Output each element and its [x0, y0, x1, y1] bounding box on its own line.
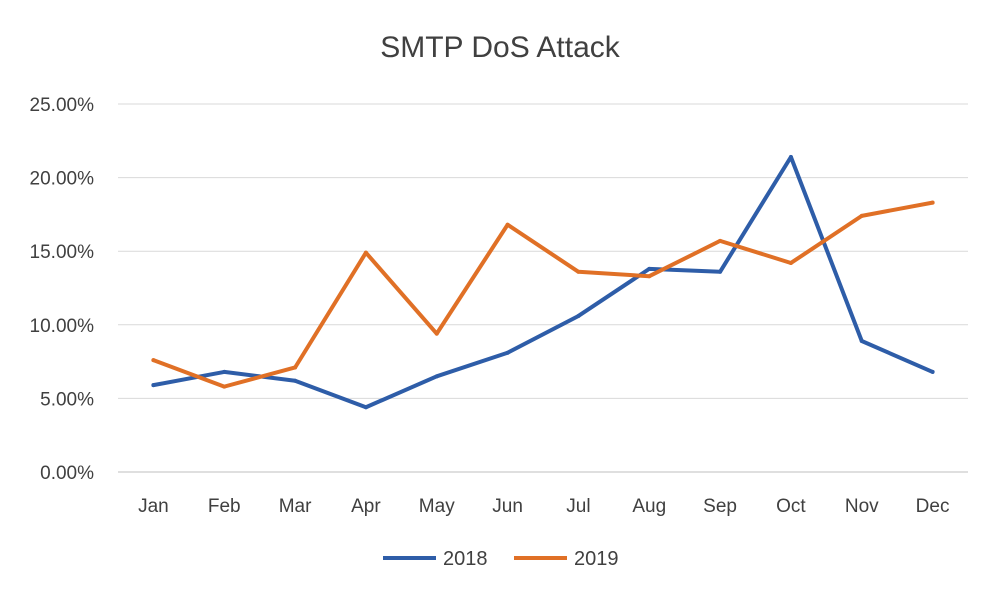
- series-line-2019: [151, 200, 935, 389]
- y-tick-label: 5.00%: [40, 389, 94, 410]
- legend: 2018 2019: [383, 548, 619, 570]
- data-point-2018: [151, 383, 156, 388]
- data-point-2018: [930, 369, 935, 374]
- data-point-2018: [859, 338, 864, 343]
- data-point-2019: [505, 222, 510, 227]
- data-point-2018: [363, 405, 368, 410]
- data-point-2019: [859, 213, 864, 218]
- data-point-2019: [788, 260, 793, 265]
- y-tick-label: 25.00%: [30, 95, 95, 116]
- data-point-2018: [293, 378, 298, 383]
- x-tick-label: Mar: [279, 496, 312, 517]
- x-tick-label: Jun: [492, 496, 523, 517]
- x-tick-label: Oct: [776, 496, 806, 517]
- chart-title: SMTP DoS Attack: [380, 31, 621, 64]
- y-tick-label: 0.00%: [40, 463, 94, 484]
- data-point-2018: [788, 154, 793, 159]
- data-point-2019: [222, 384, 227, 389]
- x-tick-label: Feb: [208, 496, 241, 517]
- x-tick-label: Jan: [138, 496, 169, 517]
- x-tick-label: Dec: [916, 496, 950, 517]
- y-axis-ticks: 0.00% 5.00% 10.00% 15.00% 20.00% 25.00%: [30, 95, 95, 484]
- data-point-2018: [718, 269, 723, 274]
- data-point-2018: [434, 374, 439, 379]
- data-point-2019: [647, 274, 652, 279]
- y-tick-label: 20.00%: [30, 169, 95, 190]
- data-point-2019: [363, 250, 368, 255]
- x-tick-label: Nov: [845, 496, 879, 517]
- x-tick-label: Apr: [351, 496, 381, 517]
- legend-label: 2019: [574, 548, 619, 570]
- gridlines: [118, 103, 968, 473]
- series-lines: [151, 154, 935, 410]
- x-axis-ticks: Jan Feb Mar Apr May Jun Jul Aug Sep Oct Nov Dec: [138, 496, 949, 517]
- legend-label: 2018: [443, 548, 488, 570]
- x-tick-label: Sep: [703, 496, 737, 517]
- x-tick-label: Jul: [566, 496, 590, 517]
- data-point-2018: [647, 266, 652, 271]
- data-point-2018: [505, 350, 510, 355]
- data-point-2019: [718, 238, 723, 243]
- data-point-2019: [434, 331, 439, 336]
- x-tick-label: Aug: [632, 496, 666, 517]
- data-point-2019: [151, 358, 156, 363]
- data-point-2019: [293, 365, 298, 370]
- series-line-2018: [151, 154, 935, 410]
- data-point-2018: [576, 313, 581, 318]
- data-point-2019: [576, 269, 581, 274]
- data-point-2018: [222, 369, 227, 374]
- y-tick-label: 15.00%: [30, 242, 95, 263]
- data-point-2019: [930, 200, 935, 205]
- y-tick-label: 10.00%: [30, 316, 95, 337]
- x-tick-label: May: [419, 496, 455, 517]
